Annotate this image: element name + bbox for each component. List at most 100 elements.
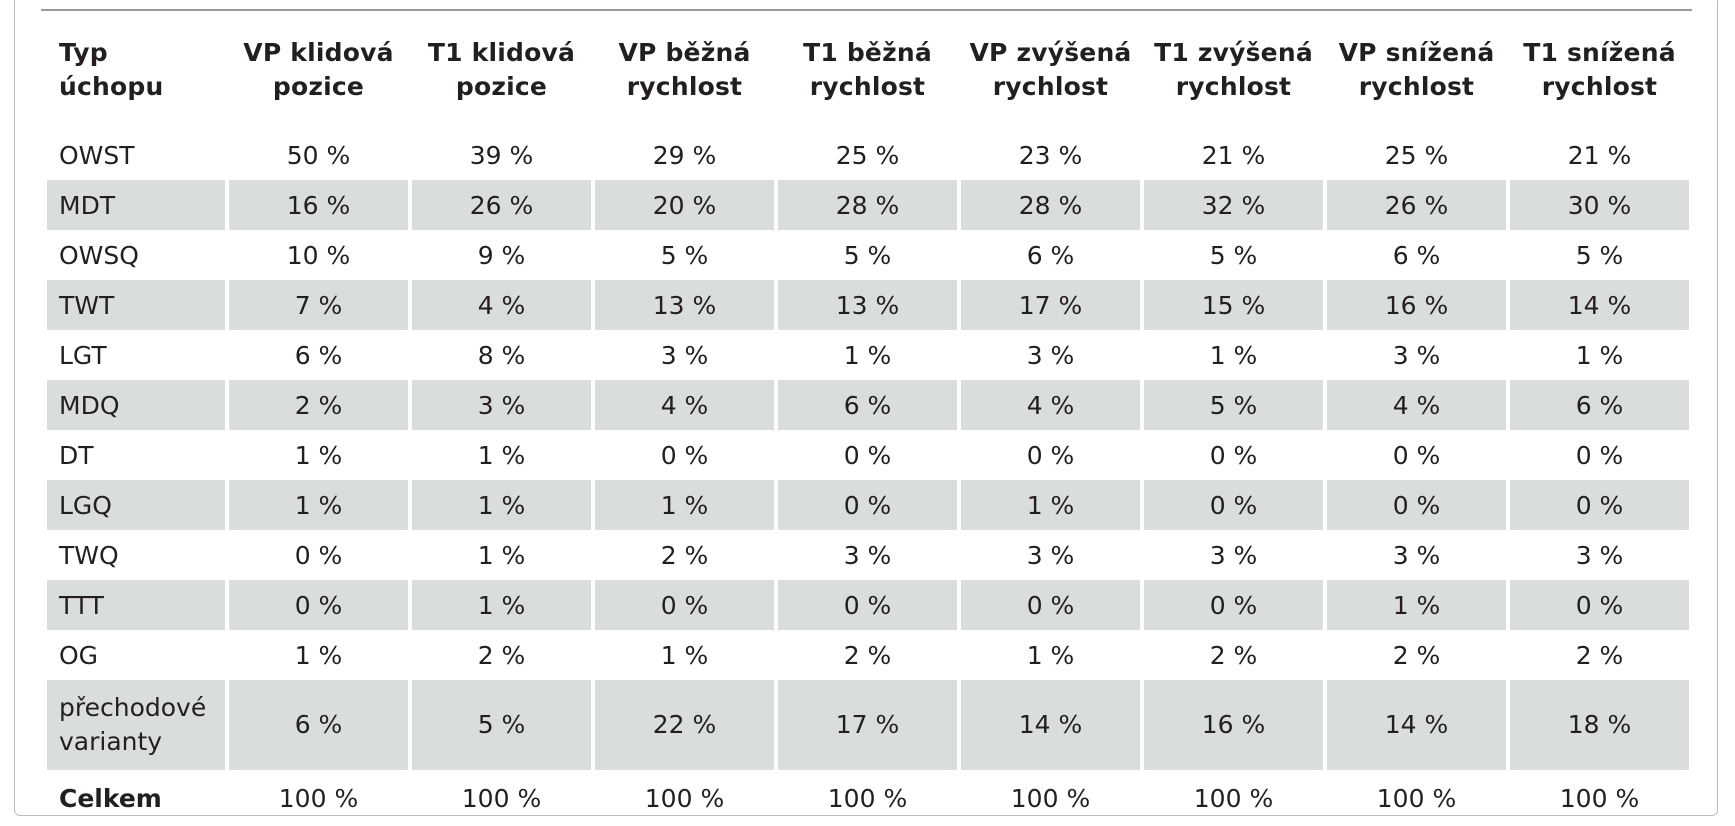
table-cell: 28 %	[961, 180, 1140, 230]
table-cell: 16 %	[1327, 280, 1506, 330]
table-cell: 29 %	[652, 140, 717, 170]
table-cell: 26 %	[412, 180, 591, 230]
table-row: MDT 16 % 26 % 20 % 28 % 28 % 32 % 26 % 30 %	[47, 180, 1689, 230]
row-label: MDT	[47, 180, 225, 230]
table-cell: 3 %	[843, 540, 892, 570]
table-cell: 15 %	[1144, 280, 1323, 330]
row-label: OWST	[59, 140, 135, 170]
header-t1-rest: T1 klidová pozice	[427, 38, 576, 101]
table-cell: 0 %	[1209, 440, 1258, 470]
table-cell: 3 %	[1209, 540, 1258, 570]
table-cell: 0 %	[778, 580, 957, 630]
table-cell: 39 %	[469, 140, 534, 170]
table-cell: 8 %	[477, 340, 526, 370]
table-cell: 0 %	[660, 440, 709, 470]
table-cell: 7 %	[229, 280, 408, 330]
table-cell: 16 %	[229, 180, 408, 230]
table-cell: 3 %	[412, 380, 591, 430]
total-cell: 100 %	[1559, 783, 1640, 813]
header-vp-rest: VP klidová pozice	[243, 38, 394, 101]
table-cell: 9 %	[477, 240, 526, 270]
table-cell: 1 %	[294, 440, 343, 470]
table-cell: 2 %	[1575, 640, 1624, 670]
table-cell: 0 %	[1026, 440, 1075, 470]
row-label: TTT	[47, 580, 225, 630]
table-row: OWSQ 10 % 9 % 5 % 5 % 6 % 5 % 6 % 5 %	[47, 230, 1689, 280]
table-cell: 3 %	[1392, 340, 1441, 370]
table-cell: 0 %	[1144, 480, 1323, 530]
table-cell: 0 %	[1327, 480, 1506, 530]
table-cell: 22 %	[595, 680, 774, 770]
table-cell: 0 %	[961, 580, 1140, 630]
table-cell: 28 %	[778, 180, 957, 230]
header-t1-reduced: T1 snížená rychlost	[1523, 38, 1676, 101]
table-cell: 4 %	[1327, 380, 1506, 430]
table-row: TWQ 0 % 1 % 2 % 3 % 3 % 3 % 3 % 3 %	[47, 530, 1689, 580]
table-cell: 1 %	[843, 340, 892, 370]
table-cell: 3 %	[1026, 340, 1075, 370]
table-cell: 1 %	[961, 480, 1140, 530]
table-row: TWT 7 % 4 % 13 % 13 % 17 % 15 % 16 % 14 %	[47, 280, 1689, 330]
table-cell: 23 %	[1018, 140, 1083, 170]
table-cell: 0 %	[294, 540, 343, 570]
table-cell: 21 %	[1567, 140, 1632, 170]
table-cell: 26 %	[1327, 180, 1506, 230]
table-row: OG 1 % 2 % 1 % 2 % 1 % 2 % 2 % 2 %	[47, 630, 1689, 680]
header-vp-reduced: VP snížená rychlost	[1338, 38, 1495, 101]
top-rule	[41, 9, 1692, 11]
table-row: MDQ 2 % 3 % 4 % 6 % 4 % 5 % 4 % 6 %	[47, 380, 1689, 430]
table-cell: 0 %	[843, 440, 892, 470]
table-cell: 5 %	[412, 680, 591, 770]
table-cell: 6 %	[778, 380, 957, 430]
total-cell: 100 %	[461, 783, 542, 813]
table-cell: 0 %	[1510, 480, 1689, 530]
row-label: TWT	[47, 280, 225, 330]
table-cell: 1 %	[660, 640, 709, 670]
table-cell: 0 %	[778, 480, 957, 530]
table-cell: 1 %	[294, 640, 343, 670]
total-label: Celkem	[59, 783, 162, 813]
total-cell: 100 %	[278, 783, 359, 813]
table-cell: 17 %	[961, 280, 1140, 330]
table-cell: 1 %	[477, 440, 526, 470]
table-cell: 25 %	[835, 140, 900, 170]
row-label: TWQ	[59, 540, 119, 570]
table-body: OWST 50 % 39 % 29 % 25 % 23 % 21 % 25 % 21 % MDT 1…	[47, 130, 1689, 826]
table-cell: 10 %	[286, 240, 351, 270]
total-cell: 100 %	[1193, 783, 1274, 813]
row-label: OG	[59, 640, 99, 670]
row-label: LGT	[59, 340, 107, 370]
table-cell: 2 %	[477, 640, 526, 670]
table-cell: 25 %	[1384, 140, 1449, 170]
table-cell: 5 %	[1209, 240, 1258, 270]
table-cell: 6 %	[1026, 240, 1075, 270]
table-cell: 5 %	[843, 240, 892, 270]
table-cell: 0 %	[229, 580, 408, 630]
table-cell: 32 %	[1144, 180, 1323, 230]
table-cell: 4 %	[412, 280, 591, 330]
header-t1-normal: T1 běžná rychlost	[803, 38, 932, 101]
total-cell: 100 %	[1376, 783, 1457, 813]
table-cell: 3 %	[1392, 540, 1441, 570]
row-label: přechodové varianty	[47, 680, 225, 770]
table-cell: 50 %	[286, 140, 351, 170]
total-cell: 100 %	[827, 783, 908, 813]
table-cell: 2 %	[1209, 640, 1258, 670]
table-cell: 2 %	[843, 640, 892, 670]
table-row: OWST 50 % 39 % 29 % 25 % 23 % 21 % 25 % 21 %	[47, 130, 1689, 180]
grip-type-table: Typ úchopu VP klidová pozice T1 klidová poz…	[43, 36, 1693, 826]
row-label: OWSQ	[59, 240, 139, 270]
row-label: MDQ	[47, 380, 225, 430]
row-label: LGQ	[47, 480, 225, 530]
total-row: Celkem 100 % 100 % 100 % 100 % 100 % 100 % 100 …	[47, 770, 1689, 826]
table-cell: 3 %	[1575, 540, 1624, 570]
table-cell: 5 %	[1144, 380, 1323, 430]
header-vp-increased: VP zvýšená rychlost	[969, 38, 1132, 101]
total-cell: 100 %	[1010, 783, 1091, 813]
table-cell: 6 %	[1510, 380, 1689, 430]
table-cell: 5 %	[660, 240, 709, 270]
table-cell: 14 %	[1327, 680, 1506, 770]
table-cell: 13 %	[595, 280, 774, 330]
table-cell: 4 %	[961, 380, 1140, 430]
header-grip-type: Typ úchopu	[59, 38, 164, 101]
